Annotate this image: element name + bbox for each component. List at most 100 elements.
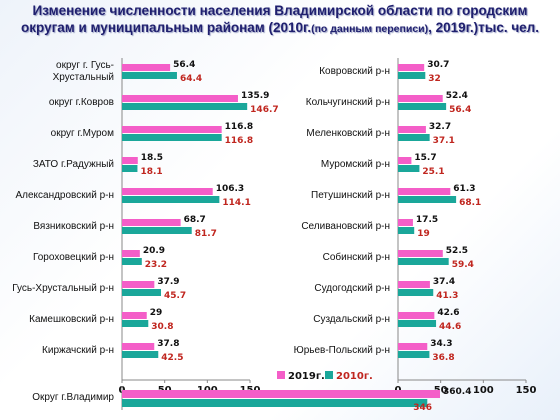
- data-label-2010: 19: [417, 229, 430, 239]
- bar-2010: [398, 227, 415, 234]
- category-label: Округ г.Владимир: [32, 392, 114, 403]
- chart-panel-1: 050100150округ г. Гусь-Хрустальный56.464…: [12, 58, 279, 396]
- legend-label-2010: 2010г.: [336, 371, 373, 382]
- data-label-2019: 61.3: [453, 184, 475, 194]
- category-label: Собинский р-н: [323, 251, 390, 263]
- category-label: Суздальский р-н: [313, 314, 390, 325]
- data-label-2010: 41.3: [436, 291, 458, 301]
- data-label-2010: 64.4: [180, 74, 202, 84]
- x-tick-label: 100: [473, 385, 494, 396]
- bar-2010: [398, 320, 437, 327]
- bar-2019: [398, 281, 430, 288]
- bar-2019: [122, 250, 140, 257]
- data-label-2019: 18.5: [141, 153, 163, 163]
- bar-2010: [398, 165, 420, 172]
- data-label-2010: 23.2: [145, 260, 167, 270]
- bar-2010: [122, 399, 428, 407]
- title-note: (по данным переписи): [311, 23, 429, 35]
- legend: 2019г. 2010г.: [277, 371, 373, 382]
- bar-2019: [398, 126, 426, 133]
- data-label-2019: 52.5: [446, 246, 468, 256]
- chart-panel-3: Округ г.Владимир 360.4 346: [32, 386, 471, 413]
- bar-2010: [398, 134, 430, 141]
- legend-swatch-2019: [277, 371, 285, 379]
- bar-2019: [122, 157, 138, 164]
- data-label-2010: 37.1: [433, 136, 455, 146]
- data-label-2019: 56.4: [173, 60, 195, 70]
- bar-2019: [398, 219, 413, 226]
- title-line-2: округам и муниципальным районам (2010г.: [21, 20, 312, 35]
- data-label-2019: 32.7: [429, 122, 451, 132]
- data-label-2019: 30.7: [427, 60, 449, 70]
- data-label-2019: 34.3: [430, 339, 452, 349]
- bar-2010: [122, 196, 220, 203]
- data-label-2019: 135.9: [241, 91, 269, 101]
- bar-2019: [122, 188, 213, 195]
- data-label-2019: 42.6: [437, 308, 459, 318]
- bar-2019: [122, 312, 147, 319]
- bar-2010: [122, 351, 159, 358]
- category-label: Петушинский р-н: [311, 190, 390, 201]
- category-label: Александровский р-н: [15, 190, 114, 201]
- data-label-2019: 17.5: [416, 215, 438, 225]
- bar-2010: [122, 103, 248, 110]
- bar-2019: [122, 95, 238, 102]
- data-label-2010: 346: [413, 403, 432, 413]
- data-label-2019: 106.3: [216, 184, 244, 194]
- data-label-2010: 81.7: [195, 229, 217, 239]
- title-line-1: Изменение численности населения Владимир…: [32, 3, 528, 18]
- bar-2010: [122, 258, 142, 265]
- bar-2019: [122, 343, 155, 350]
- bar-2010: [122, 72, 177, 79]
- bar-2019: [398, 343, 428, 350]
- bar-2010: [398, 289, 434, 296]
- bar-2019: [122, 281, 155, 288]
- category-label: Камешковский р-н: [29, 314, 114, 325]
- data-label-2010: 32: [428, 74, 441, 84]
- x-tick-label: 50: [434, 385, 448, 396]
- category-label: ЗАТО г.Радужный: [33, 159, 114, 170]
- bar-2019: [122, 64, 171, 71]
- data-label-2010: 36.8: [432, 353, 454, 363]
- bar-2010: [398, 258, 449, 265]
- data-label-2010: 30.8: [151, 322, 173, 332]
- chart-title: Изменение численности населения Владимир…: [0, 2, 560, 38]
- category-label: Гороховецкий р-н: [33, 252, 114, 263]
- bar-2010: [398, 103, 447, 110]
- bar-2019: [398, 95, 443, 102]
- data-label-2019: 37.8: [157, 339, 179, 349]
- legend-swatch-2010: [325, 371, 333, 379]
- data-label-2019: 360.4: [443, 387, 471, 397]
- bar-2019: [122, 126, 222, 133]
- data-label-2019: 29: [150, 308, 163, 318]
- category-label: Муромский р-н: [321, 159, 390, 170]
- title-line-2-end: , 2019г.)тыс. чел.: [428, 20, 539, 35]
- bar-2019: [398, 188, 451, 195]
- data-label-2010: 25.1: [422, 167, 444, 177]
- data-label-2010: 68.1: [459, 198, 481, 208]
- bar-2019: [398, 250, 443, 257]
- bar-2010: [398, 72, 426, 79]
- bar-2019: [398, 312, 435, 319]
- data-label-2010: 42.5: [161, 353, 183, 363]
- bar-2010: [398, 351, 430, 358]
- data-label-2010: 45.7: [164, 291, 186, 301]
- category-label: Гусь-Хрустальный р-н: [12, 283, 114, 294]
- category-label: Кольчугинский р-н: [306, 97, 390, 108]
- category-label: Киржачский р-н: [42, 345, 114, 356]
- data-label-2010: 56.4: [449, 105, 471, 115]
- category-label: округ г.Ковров: [49, 97, 114, 108]
- bar-2010: [122, 165, 138, 172]
- bar-2019: [122, 390, 440, 398]
- data-label-2010: 114.1: [222, 198, 250, 208]
- bar-2019: [398, 157, 412, 164]
- data-label-2019: 20.9: [143, 246, 165, 256]
- data-label-2019: 116.8: [225, 122, 253, 132]
- data-label-2010: 44.6: [439, 322, 461, 332]
- data-label-2010: 116.8: [225, 136, 253, 146]
- data-label-2019: 52.4: [446, 91, 468, 101]
- category-label: Ковровский р-н: [319, 66, 390, 77]
- category-label: Вязниковский р-н: [33, 221, 114, 232]
- category-label: округ г.Муром: [51, 128, 114, 139]
